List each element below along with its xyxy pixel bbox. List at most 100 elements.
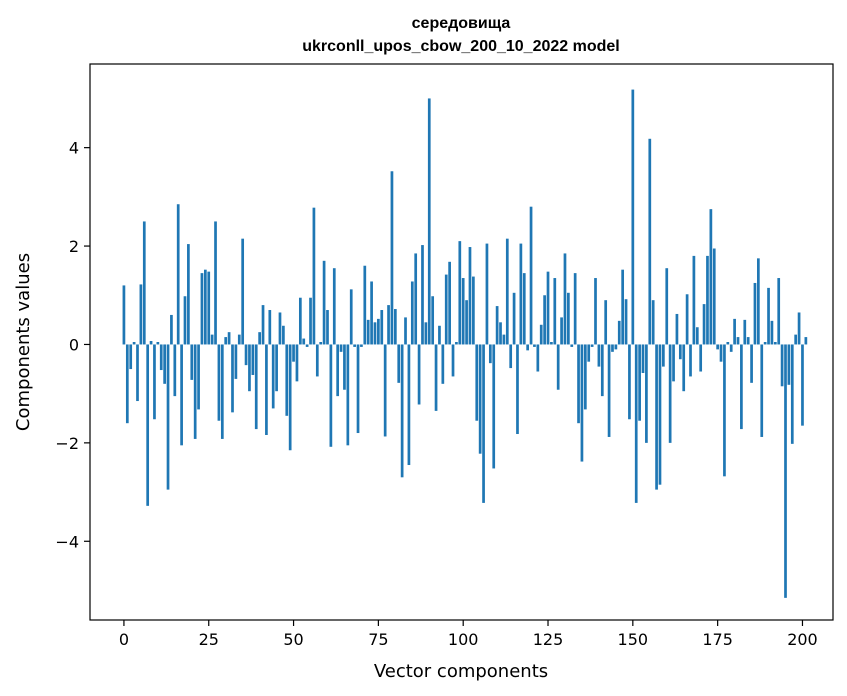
bar <box>224 337 228 345</box>
bar <box>190 344 194 380</box>
bar <box>784 344 787 598</box>
bar <box>645 344 648 443</box>
bar <box>692 255 696 345</box>
bar <box>438 325 441 345</box>
y-axis-ticks: −4 −2 0 2 4 <box>55 139 90 551</box>
bar <box>268 310 272 345</box>
bar <box>468 247 472 345</box>
bar <box>488 344 492 364</box>
bar <box>522 273 526 345</box>
bar <box>556 344 560 390</box>
bar <box>390 171 394 345</box>
bar <box>604 300 608 345</box>
bar <box>624 299 628 345</box>
bar <box>516 344 519 435</box>
bar <box>702 304 706 345</box>
bar <box>407 344 411 466</box>
bar <box>298 297 302 345</box>
bar <box>529 206 533 345</box>
y-axis-label: Components values <box>13 253 34 431</box>
bar <box>227 332 231 345</box>
bar <box>543 295 546 345</box>
bar <box>726 342 730 345</box>
chart-title-line-1: середовища <box>412 15 511 32</box>
x-tick-label: 25 <box>199 630 219 649</box>
bar <box>288 344 292 451</box>
bar <box>434 344 438 411</box>
bar <box>804 337 808 345</box>
bar <box>309 297 312 345</box>
bar <box>563 253 567 345</box>
bar <box>678 344 682 360</box>
bar <box>801 344 804 426</box>
bar <box>305 344 309 347</box>
bar <box>210 334 214 345</box>
bar <box>214 221 217 345</box>
bar <box>478 344 482 454</box>
bar <box>675 313 679 345</box>
bar <box>220 344 224 439</box>
bar <box>672 344 675 382</box>
bar <box>349 289 353 345</box>
bar <box>485 243 489 345</box>
x-axis-label: Vector components <box>374 661 548 682</box>
bar <box>458 241 462 345</box>
bar <box>336 344 340 397</box>
bar <box>743 319 747 345</box>
bar <box>275 344 278 392</box>
bar <box>719 344 723 362</box>
bar <box>271 344 275 409</box>
bar <box>723 344 726 477</box>
bar <box>180 344 183 446</box>
bar <box>302 338 306 345</box>
bar <box>132 342 136 345</box>
bar <box>200 273 204 345</box>
bar <box>648 138 652 345</box>
bar <box>312 207 316 345</box>
bar <box>176 204 180 345</box>
bar <box>736 337 740 345</box>
y-tick-label: 0 <box>69 335 79 354</box>
x-tick-label: 0 <box>119 630 129 649</box>
bar <box>794 334 798 345</box>
chart-title-line-2: ukrconll_upos_cbow_200_10_2022 model <box>302 38 619 55</box>
y-tick-label: 2 <box>69 237 79 256</box>
bar <box>767 287 770 345</box>
bar <box>387 305 390 345</box>
bar <box>183 296 187 345</box>
bar <box>499 322 502 345</box>
y-tick-label: −4 <box>55 532 79 551</box>
bar <box>163 344 166 384</box>
bar <box>770 320 774 345</box>
x-tick-label: 175 <box>702 630 733 649</box>
bar <box>159 344 163 371</box>
bar <box>234 344 238 379</box>
bar <box>292 344 295 362</box>
bar <box>502 334 506 345</box>
bar <box>740 344 743 430</box>
bar <box>546 271 550 345</box>
bar <box>448 261 451 345</box>
bar <box>414 253 418 345</box>
bar <box>136 344 139 402</box>
bar <box>492 344 496 469</box>
bar <box>356 344 360 434</box>
bar <box>461 278 465 345</box>
bar <box>156 342 160 345</box>
x-tick-label: 150 <box>618 630 649 649</box>
bar <box>533 344 536 347</box>
bar <box>258 332 261 345</box>
bar <box>597 344 601 367</box>
x-axis-ticks: 0 25 50 75 100 125 150 175 200 <box>119 620 818 649</box>
bar <box>709 209 713 345</box>
bar <box>146 344 150 506</box>
bar <box>611 344 614 352</box>
bar <box>760 344 764 437</box>
bar <box>353 344 356 347</box>
bar <box>668 344 672 443</box>
bar <box>332 268 336 345</box>
bar <box>193 344 197 439</box>
bar <box>712 248 716 345</box>
bar <box>410 281 414 345</box>
bar <box>444 274 448 345</box>
